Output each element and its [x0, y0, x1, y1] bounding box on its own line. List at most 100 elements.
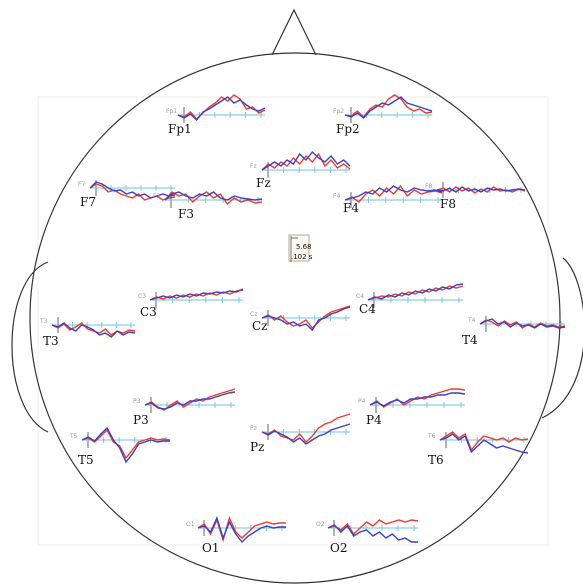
electrode-small-label: F4 — [333, 193, 340, 200]
trace-red — [149, 289, 244, 301]
trace-red — [344, 94, 433, 119]
electrode-small-label: P3 — [133, 398, 141, 405]
electrode-f3: F3 F3 — [153, 191, 263, 221]
electrode-label: T5 — [78, 453, 94, 467]
trace-blue — [439, 433, 529, 454]
electrode-label: O2 — [330, 541, 347, 555]
electrode-small-label: F7 — [78, 181, 85, 188]
electrode-small-label: F8 — [425, 183, 432, 190]
electrode-t4: T4 T4 — [462, 316, 566, 347]
electrode-small-label: Pz — [250, 425, 257, 432]
electrode-t6: T6 T6 — [427, 431, 529, 467]
trace-red — [164, 191, 263, 206]
trace-red — [439, 431, 529, 452]
electrode-label: C3 — [140, 305, 157, 319]
trace-blue — [261, 423, 351, 445]
electrode-label: F3 — [178, 207, 194, 221]
trace-blue — [327, 524, 418, 543]
electrode-label: T6 — [428, 453, 444, 467]
trace-blue — [197, 516, 286, 544]
electrode-f7: F7 F7 — [78, 180, 176, 209]
trace-blue — [144, 391, 236, 410]
electrode-small-label: O2 — [316, 521, 325, 528]
electrode-o2: O2 O2 — [316, 519, 419, 555]
electrode-pz: Pz Pz — [250, 413, 351, 454]
electrode-small-label: P4 — [358, 398, 366, 405]
electrode-small-label: T6 — [427, 433, 436, 440]
trace-blue — [261, 306, 351, 332]
electrode-label: T3 — [43, 334, 59, 348]
electrode-label: P3 — [133, 413, 149, 427]
trace-blue — [177, 96, 266, 122]
electrode-t5: T5 T5 — [69, 426, 171, 467]
electrode-small-label: T5 — [69, 433, 78, 440]
trace-red — [144, 388, 236, 411]
right-ear-outline — [541, 257, 583, 419]
electrode-label: Fp2 — [336, 122, 360, 136]
left-ear-outline — [11, 261, 49, 433]
electrode-label: P4 — [366, 413, 382, 427]
electrode-small-label: C3 — [138, 293, 146, 300]
trace-red — [344, 184, 443, 203]
trace-red — [51, 322, 136, 336]
trace-blue — [436, 186, 526, 193]
trace-red — [89, 183, 176, 201]
electrode-small-label: T4 — [467, 317, 476, 324]
trace-blue — [51, 322, 136, 338]
electrode-small-label: C4 — [356, 293, 364, 300]
electrode-o1: O1 O1 — [186, 515, 286, 555]
electrode-p3: P3 P3 — [133, 388, 236, 427]
electrode-label: F4 — [343, 201, 359, 215]
electrode-small-label: F3 — [153, 193, 160, 200]
electrode-label: Pz — [250, 440, 264, 454]
electrode-label: Fp1 — [168, 122, 192, 136]
scale-amplitude: 5.68 — [296, 243, 312, 251]
trace-red — [327, 519, 419, 536]
trace-blue — [369, 392, 466, 407]
electrode-f8: F8 F8 — [425, 182, 526, 211]
scale-legend: 5.68 .102 s — [288, 234, 313, 262]
trace-blue — [261, 150, 351, 171]
electrode-fz: Fz Fz — [250, 150, 351, 190]
trace-blue — [89, 181, 176, 199]
nose-outline — [271, 8, 317, 56]
electrode-label: Cz — [252, 319, 268, 333]
trace-blue — [479, 318, 566, 329]
electrode-p4: P4 P4 — [358, 388, 466, 427]
electrode-c3: C3 C3 — [138, 288, 244, 319]
trace-red — [81, 428, 171, 460]
scale-time: .102 s — [291, 253, 313, 261]
trace-blue — [81, 426, 170, 464]
electrode-small-label: Fp2 — [333, 108, 344, 115]
trace-blue — [149, 288, 244, 301]
electrode-label: F8 — [440, 197, 456, 211]
electrode-small-label: O1 — [186, 521, 195, 528]
electrode-fp1: Fp1 Fp1 — [166, 94, 266, 136]
trace-blue — [164, 191, 263, 201]
trace-red — [261, 152, 351, 171]
electrode-label: C4 — [359, 302, 376, 316]
trace-red — [367, 285, 464, 301]
trace-blue — [344, 96, 433, 119]
electrode-label: O1 — [202, 541, 219, 555]
electrode-small-label: Fz — [250, 163, 257, 170]
electrode-fp2: Fp2 Fp2 — [333, 94, 433, 136]
electrode-small-label: T3 — [39, 318, 48, 325]
electrode-label: F7 — [80, 195, 96, 209]
head-outline — [29, 52, 561, 584]
trace-red — [197, 515, 286, 543]
trace-red — [436, 186, 526, 194]
trace-red — [479, 319, 566, 329]
trace-red — [369, 388, 466, 408]
trace-blue — [344, 185, 443, 201]
electrode-small-label: Cz — [250, 311, 257, 318]
electrode-t3: T3 T3 — [39, 317, 136, 348]
electrode-label: T4 — [462, 333, 478, 347]
trace-blue — [367, 283, 464, 301]
electrode-small-label: Fp1 — [166, 108, 177, 115]
electrode-label: Fz — [256, 176, 271, 190]
